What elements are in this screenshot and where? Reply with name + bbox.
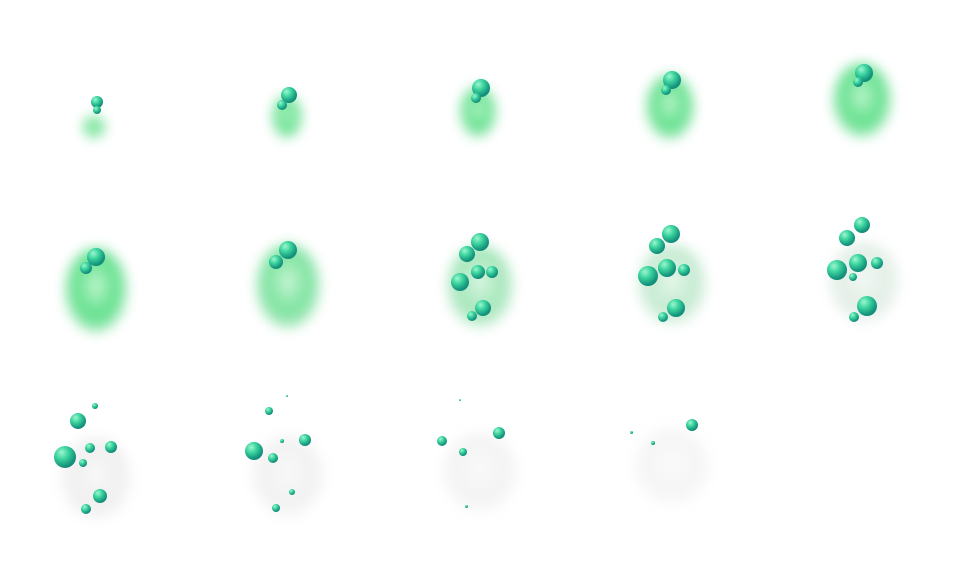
bubble <box>475 300 491 316</box>
bubble <box>849 312 859 322</box>
bubble <box>854 217 870 233</box>
bubble <box>662 225 680 243</box>
smoke-cloud <box>252 436 324 516</box>
bubble <box>661 85 671 95</box>
bubble <box>87 248 105 266</box>
bubble <box>245 442 263 460</box>
bubble <box>486 266 498 278</box>
bubble <box>80 262 92 274</box>
bubble <box>471 233 489 251</box>
bubble <box>105 441 117 453</box>
bubble <box>81 504 91 514</box>
bubble <box>827 260 847 280</box>
bubble <box>839 230 855 246</box>
bubble <box>281 87 297 103</box>
bubble <box>91 96 103 108</box>
bubble <box>93 106 101 114</box>
bubble <box>272 504 280 512</box>
smoke-cloud <box>83 116 105 138</box>
bubble <box>268 453 278 463</box>
bubble <box>853 77 863 87</box>
bubble <box>79 459 87 467</box>
bubble <box>638 266 658 286</box>
bubble <box>437 436 447 446</box>
bubble <box>280 439 284 443</box>
smoke-cloud <box>634 428 710 504</box>
bubble <box>871 257 883 269</box>
smoke-cloud <box>443 433 517 511</box>
bubble <box>651 441 655 445</box>
bubble <box>279 241 297 259</box>
bubble <box>286 395 288 397</box>
bubble <box>667 299 685 317</box>
bubble <box>471 93 481 103</box>
bubble <box>849 254 867 272</box>
bubble <box>629 430 633 434</box>
bubble <box>686 419 698 431</box>
bubble <box>467 311 477 321</box>
bubble <box>472 79 490 97</box>
bubble <box>658 259 676 277</box>
bubble <box>54 446 76 468</box>
bubble <box>277 100 287 110</box>
bubble <box>451 273 469 291</box>
bubble <box>658 312 668 322</box>
bubble <box>849 273 857 281</box>
bubble <box>857 296 877 316</box>
bubble <box>493 427 505 439</box>
bubble <box>464 504 468 508</box>
bubble <box>92 403 98 409</box>
bubble <box>663 71 681 89</box>
bubble <box>458 398 462 402</box>
bubble <box>269 255 283 269</box>
bubble <box>678 264 690 276</box>
bubble <box>85 443 95 453</box>
bubble <box>265 407 273 415</box>
bubble <box>471 265 485 279</box>
bubble <box>459 448 467 456</box>
bubble <box>93 489 107 503</box>
bubble <box>299 434 311 446</box>
bubble <box>459 246 475 262</box>
bubble <box>70 413 86 429</box>
bubble <box>649 238 665 254</box>
bubble <box>289 489 295 495</box>
